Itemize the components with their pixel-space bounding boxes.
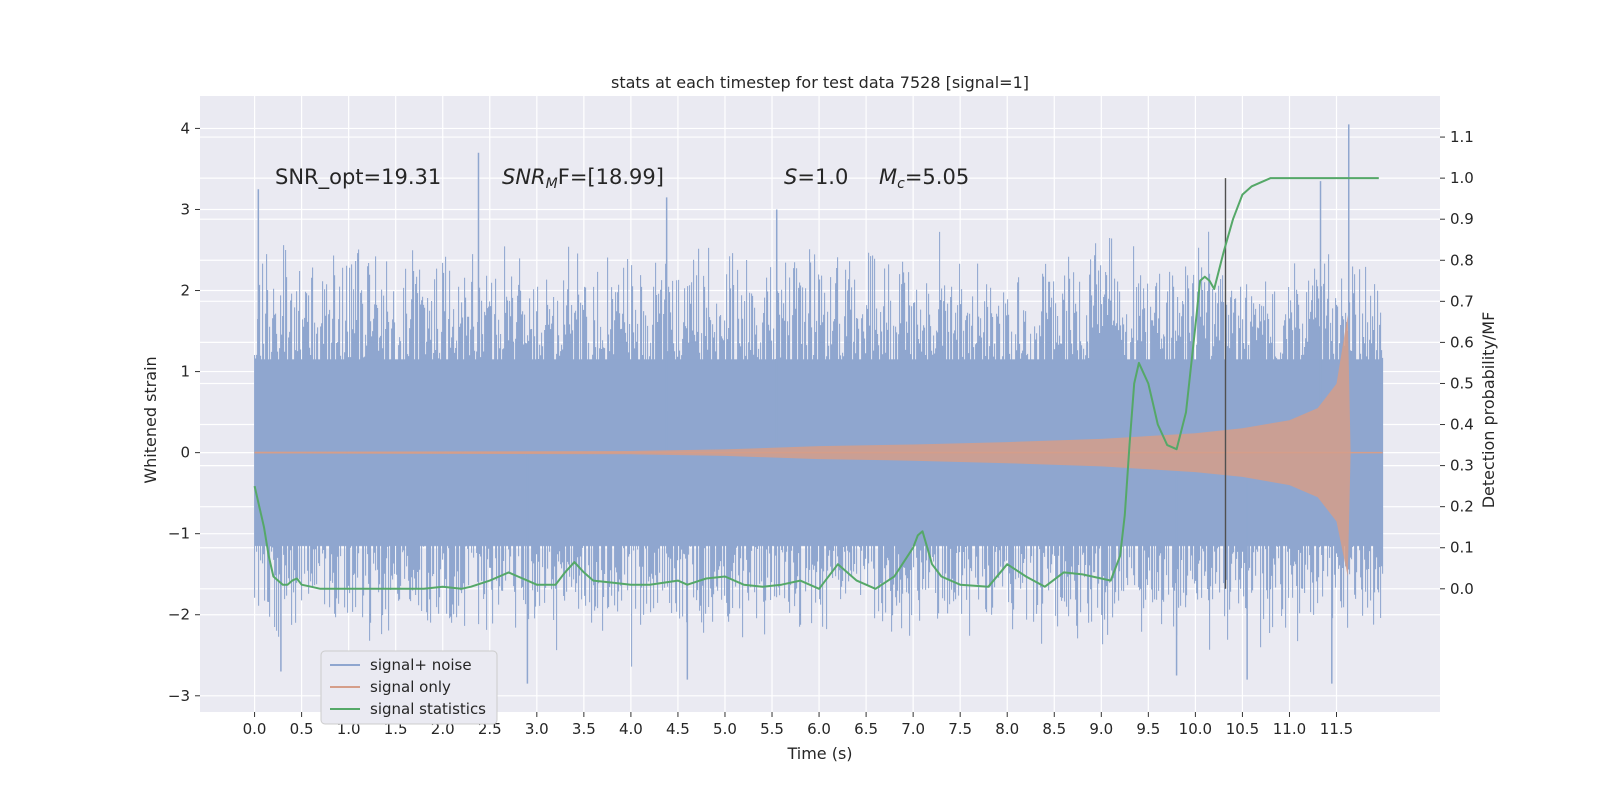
x-axis-label: Time (s) [786, 744, 852, 763]
y-right-tick-label: 0.6 [1450, 333, 1474, 351]
x-tick-label: 3.0 [525, 720, 549, 738]
legend-label-stats: signal statistics [370, 700, 486, 718]
x-tick-label: 4.5 [666, 720, 690, 738]
x-tick-label: 3.5 [572, 720, 596, 738]
y-axis-label: Whitened strain [141, 356, 160, 483]
x-tick-label: 9.5 [1136, 720, 1160, 738]
legend-box [320, 650, 498, 725]
y-right-tick-label: 0.8 [1450, 251, 1474, 269]
y-tick-label: −1 [168, 525, 190, 543]
y-tick-label: 4 [180, 119, 190, 137]
x-tick-label: 0.5 [290, 720, 314, 738]
y-right-tick-label: 0.2 [1450, 498, 1474, 516]
x-tick-label: 8.5 [1042, 720, 1066, 738]
ticks: 0.0 0.5 1.0 1.5 2.0 2.5 3.0 3.5 4.0 4.5 5.0 5.5 6.0 6… [168, 119, 1474, 738]
y-right-tick-label: 0.9 [1450, 210, 1474, 228]
x-tick-label: 9.0 [1089, 720, 1113, 738]
y-tick-label: 1 [180, 363, 190, 381]
x-tick-label: 7.0 [901, 720, 925, 738]
legend: signal+ noise signal only signal statist… [320, 650, 498, 725]
annotation-snr-mf: SNRMF=[18.99] [502, 165, 664, 192]
stats-series [253, 177, 1379, 590]
stats-line [253, 177, 1379, 590]
x-tick-label: 11.0 [1273, 720, 1306, 738]
x-tick-label: 0.0 [243, 720, 267, 738]
y-right-tick-label: 0.1 [1450, 539, 1474, 557]
x-tick-label: 10.5 [1226, 720, 1259, 738]
chart-title: stats at each timestep for test data 752… [611, 73, 1029, 92]
signal-envelope [254, 314, 1351, 577]
y-right-tick-label: 0.5 [1450, 374, 1474, 392]
x-tick-label: 5.0 [713, 720, 737, 738]
x-tick-label: 7.5 [948, 720, 972, 738]
signal-series [254, 314, 1383, 577]
x-tick-label: 4.0 [619, 720, 643, 738]
y-tick-label: 3 [180, 200, 190, 218]
legend-label-signal: signal only [370, 678, 451, 696]
y-right-axis-label: Detection probability/MF [1479, 312, 1498, 509]
y-right-tick-label: 0.4 [1450, 416, 1474, 434]
legend-label-noise: signal+ noise [370, 656, 472, 674]
y-tick-label: 2 [180, 282, 190, 300]
annotation-s: S=1.0 [784, 165, 848, 189]
x-tick-label: 8.0 [995, 720, 1019, 738]
x-tick-label: 6.0 [807, 720, 831, 738]
annotations: SNR_opt=19.31 SNRMF=[18.99] S=1.0 Mc=5.0… [275, 165, 969, 192]
y-tick-label: −2 [168, 606, 190, 624]
y-tick-label: 0 [180, 444, 190, 462]
y-right-tick-label: 0.0 [1450, 580, 1474, 598]
y-tick-label: −3 [168, 687, 190, 705]
x-tick-label: 10.0 [1179, 720, 1212, 738]
annotation-snr-opt: SNR_opt=19.31 [275, 165, 441, 190]
x-tick-label: 11.5 [1320, 720, 1353, 738]
y-right-tick-label: 1.0 [1450, 169, 1474, 187]
y-right-tick-label: 0.7 [1450, 292, 1474, 310]
annotation-mc: Mc=5.05 [879, 165, 969, 192]
x-tick-label: 6.5 [854, 720, 878, 738]
y-right-tick-label: 0.3 [1450, 457, 1474, 475]
x-tick-label: 5.5 [760, 720, 784, 738]
y-right-tick-label: 1.1 [1450, 128, 1474, 146]
